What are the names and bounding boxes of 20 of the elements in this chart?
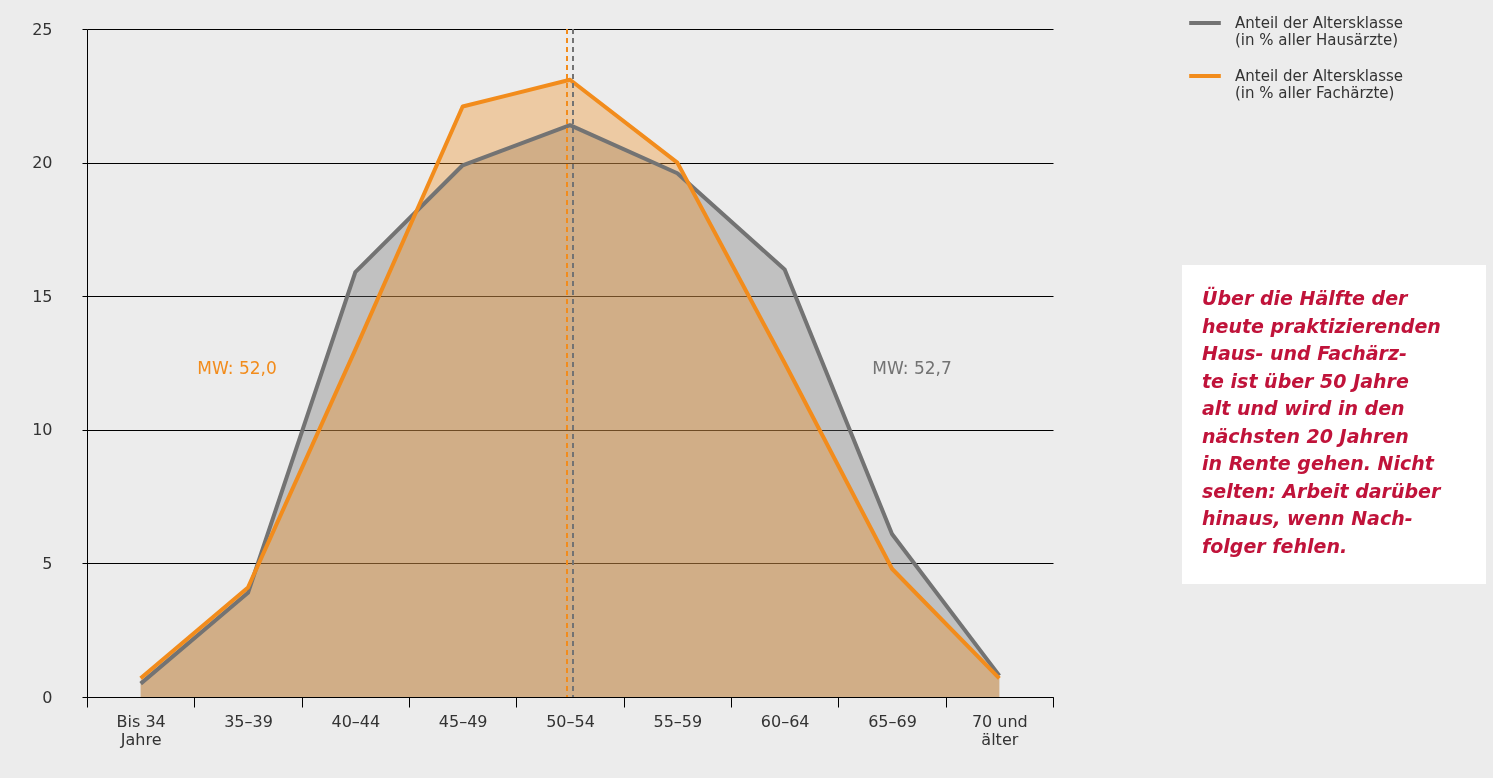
y-tick-label: 15 [32, 286, 53, 306]
x-tick-label: 70 und älter [971, 711, 1028, 749]
x-tick-label: 60–64 [760, 711, 810, 731]
legend-label: Anteil der Altersklasse (in % aller Hausärzte) [1235, 14, 1404, 49]
y-tick-label: 0 [42, 687, 53, 707]
x-tick-label: 50–54 [546, 711, 595, 731]
x-tick-label: 35–39 [224, 711, 273, 731]
annotation: MW: 52,0 [197, 358, 277, 378]
legend-label: Anteil der Altersklasse (in % aller Fachärzte) [1235, 67, 1404, 102]
x-tick-label: 40–44 [331, 711, 381, 731]
x-tick-label: 45–49 [438, 711, 488, 731]
x-tick-label: 55–59 [653, 711, 703, 731]
annotation: MW: 52,7 [872, 358, 952, 378]
text: Über die Hälfte der heute praktizierenden Haus- und Fachärz- te ist über 50 Jahre alt und wird in den nächsten 20 Jahren in Rente gehen. Nicht selten: Arbeit darüber hinaus, wenn Nach- folger fehlen. [1202, 287, 1441, 557]
y-tick-label: 20 [32, 153, 53, 173]
y-tick-label: 5 [42, 553, 53, 573]
y-tick-label: 10 [32, 420, 53, 440]
y-tick-label: 25 [32, 19, 53, 39]
x-tick-label: Bis 34 Jahre [116, 711, 166, 749]
x-tick-label: 65–69 [868, 711, 917, 731]
